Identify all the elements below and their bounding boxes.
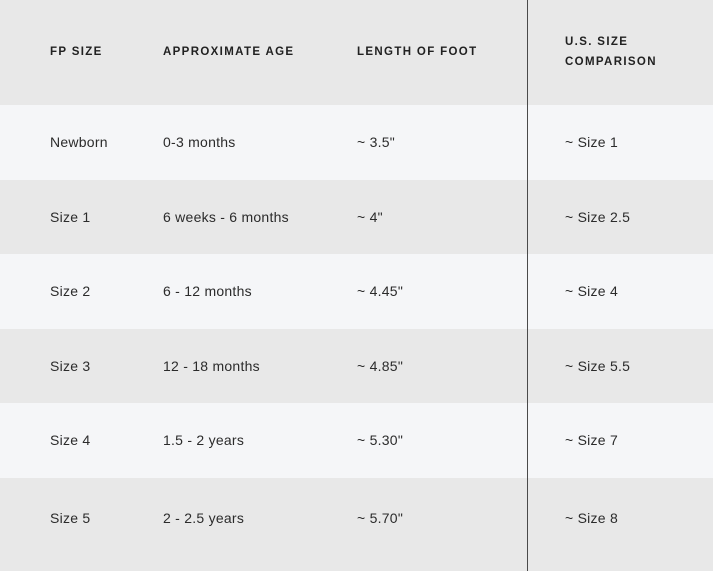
- cell-us-size: ~ Size 8: [565, 509, 618, 526]
- cell-length-of-foot: ~ 4.45": [357, 283, 404, 300]
- table-header-row: FP SIZE APPROXIMATE AGE LENGTH OF FOOT U…: [0, 0, 713, 105]
- cell-approximate-age: 1.5 - 2 years: [163, 432, 245, 449]
- column-header-us-size-comparison-line1: U.S. SIZE: [565, 35, 629, 48]
- cell-us-size: ~ Size 2.5: [565, 208, 631, 225]
- column-header-fp-size: FP SIZE: [50, 45, 103, 58]
- table-row: Size 4 1.5 - 2 years ~ 5.30" ~ Size 7: [0, 403, 713, 478]
- cell-length-of-foot: ~ 4.85": [357, 357, 404, 374]
- cell-approximate-age: 0-3 months: [163, 134, 236, 151]
- column-divider-line: [527, 0, 529, 571]
- column-header-us-size-comparison-line2: COMPARISON: [565, 55, 657, 68]
- cell-fp-size: Size 1: [50, 208, 91, 225]
- table-row: Size 1 6 weeks - 6 months ~ 4" ~ Size 2.…: [0, 179, 713, 254]
- table-row: Newborn 0-3 months ~ 3.5" ~ Size 1: [0, 105, 713, 180]
- cell-length-of-foot: ~ 5.70": [357, 509, 404, 526]
- column-header-length-of-foot: LENGTH OF FOOT: [357, 45, 478, 58]
- cell-fp-size: Size 3: [50, 357, 91, 374]
- cell-fp-size: Size 2: [50, 283, 91, 300]
- table-row: Size 2 6 - 12 months ~ 4.45" ~ Size 4: [0, 254, 713, 329]
- cell-length-of-foot: ~ 3.5": [357, 134, 395, 151]
- column-header-us-size-comparison: U.S. SIZE COMPARISON: [565, 33, 705, 73]
- cell-approximate-age: 2 - 2.5 years: [163, 509, 245, 526]
- cell-approximate-age: 6 - 12 months: [163, 283, 252, 300]
- cell-fp-size: Size 4: [50, 432, 91, 449]
- cell-fp-size: Size 5: [50, 509, 91, 526]
- cell-us-size: ~ Size 4: [565, 283, 618, 300]
- table-row: Size 5 2 - 2.5 years ~ 5.70" ~ Size 8: [0, 477, 713, 571]
- cell-length-of-foot: ~ 4": [357, 208, 383, 225]
- cell-us-size: ~ Size 5.5: [565, 357, 631, 374]
- column-header-approximate-age: APPROXIMATE AGE: [163, 45, 295, 58]
- cell-us-size: ~ Size 1: [565, 134, 618, 151]
- cell-us-size: ~ Size 7: [565, 432, 618, 449]
- cell-length-of-foot: ~ 5.30": [357, 432, 404, 449]
- cell-approximate-age: 12 - 18 months: [163, 357, 260, 374]
- cell-fp-size: Newborn: [50, 134, 108, 151]
- cell-approximate-age: 6 weeks - 6 months: [163, 208, 289, 225]
- table-row: Size 3 12 - 18 months ~ 4.85" ~ Size 5.5: [0, 328, 713, 403]
